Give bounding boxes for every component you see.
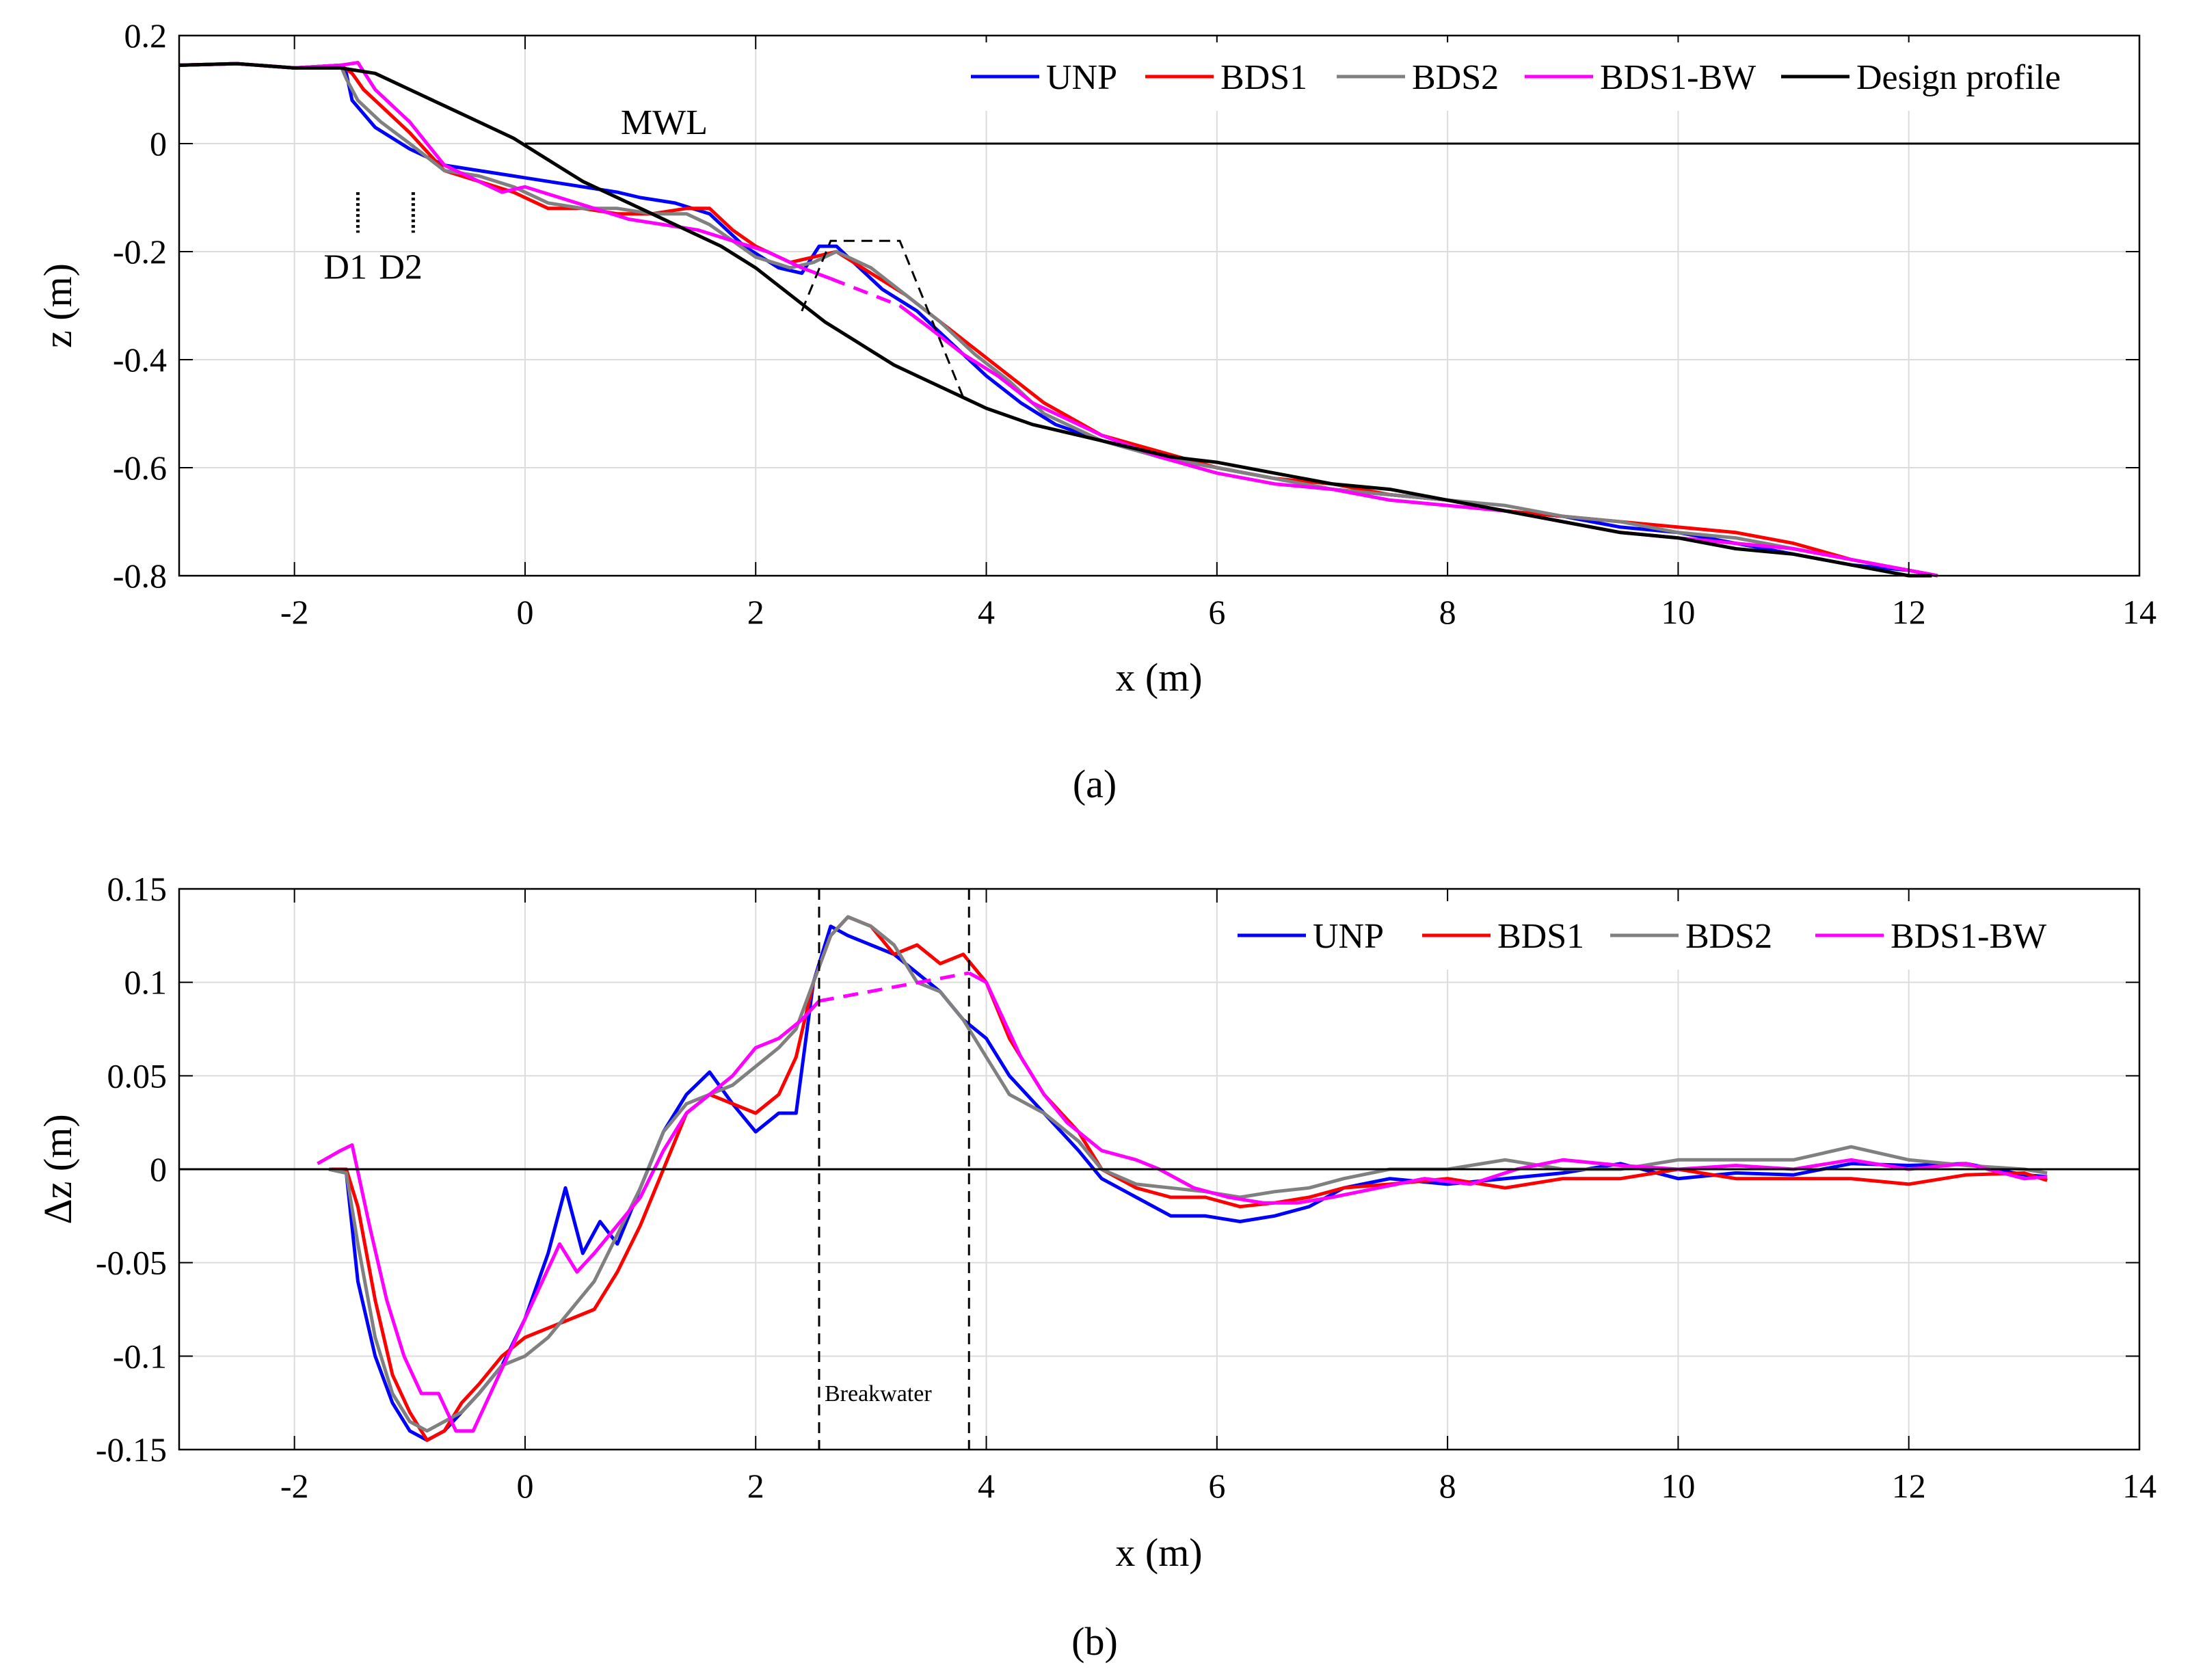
legend-label-unp: UNP [1313, 917, 1384, 956]
x-tick-label: 4 [978, 1467, 995, 1505]
legend-label-bds1: BDS1 [1497, 917, 1584, 956]
panel-a-ylabel: z (m) [36, 263, 80, 348]
x-tick-label: -2 [280, 593, 309, 631]
series-bds2-line [328, 915, 2048, 1433]
x-tick-label: 8 [1439, 1467, 1456, 1505]
x-tick-label: 0 [516, 593, 533, 631]
panel-a-legend: UNP BDS1 BDS2 BDS1-BW Design profile [964, 42, 2120, 111]
mwl-label: MWL [621, 103, 708, 142]
y-tick-label: -0.1 [113, 1337, 167, 1375]
gauge-d1-label: D1 [323, 248, 367, 287]
x-tick-label: 0 [516, 1467, 533, 1505]
legend-label-bds1-bw: BDS1-BW [1600, 58, 1756, 97]
breakwater-outline [801, 239, 965, 398]
panel-b-caption: (b) [1071, 1619, 1118, 1664]
panel-b-series [317, 915, 2048, 1442]
y-tick-label: -0.2 [113, 232, 167, 271]
series-bds1-line [329, 915, 2048, 1442]
y-tick-label: 0.2 [124, 16, 168, 55]
x-tick-label: 12 [1892, 593, 1926, 631]
x-tick-label: 4 [978, 593, 995, 631]
panel-b-legend: UNP BDS1 BDS2 BDS1-BW [1224, 901, 2116, 970]
x-tick-label: 8 [1439, 593, 1456, 631]
panel-b: Breakwater -2 0 2 4 6 8 10 12 14 0.15 0.1 0.05 0 -0.0… [36, 870, 2156, 1664]
panel-a-ticks: -2 0 2 4 6 8 10 12 14 0.2 0 -0.2 -0.4 -0.6 -0.8 [113, 16, 2156, 631]
x-tick-label: 14 [2122, 1467, 2156, 1505]
y-tick-label: -0.6 [113, 449, 167, 487]
x-tick-label: 10 [1661, 1467, 1695, 1505]
y-tick-label: 0.1 [124, 963, 168, 1002]
panel-a: MWL D1 D2 -2 0 2 4 6 8 10 12 14 0.2 0 -0.2 -0.4 -0.6 -0.… [36, 16, 2156, 806]
x-tick-label: 14 [2122, 593, 2156, 631]
panel-b-ticks: -2 0 2 4 6 8 10 12 14 0.15 0.1 0.05 0 -0.05 -0.1 -0.15 [96, 870, 2156, 1505]
x-tick-label: 6 [1208, 593, 1225, 631]
panel-a-series [178, 61, 1938, 578]
series-bds2-line [178, 62, 1938, 578]
series-bds1-bw-dashed-line [818, 971, 970, 1003]
y-tick-label: -0.8 [113, 557, 167, 595]
y-tick-label: -0.15 [96, 1430, 167, 1469]
x-tick-label: 6 [1208, 1467, 1225, 1505]
breakwater-label: Breakwater [825, 1381, 932, 1406]
legend-label-bds1: BDS1 [1220, 58, 1307, 97]
series-design-profile-line [178, 62, 1932, 578]
panel-b-ylabel: Δz (m) [36, 1114, 80, 1224]
legend-label-unp: UNP [1046, 58, 1117, 97]
panel-a-annotations: MWL D1 D2 [323, 103, 2139, 398]
y-tick-label: -0.05 [96, 1244, 167, 1282]
series-bds1-bw-line [317, 1000, 820, 1433]
panel-b-xlabel: x (m) [1115, 1530, 1202, 1575]
legend-label-bds1-bw: BDS1-BW [1891, 917, 2046, 956]
y-tick-label: 0.05 [107, 1056, 168, 1095]
legend-label-design-profile: Design profile [1856, 58, 2061, 97]
panel-a-xlabel: x (m) [1115, 655, 1202, 699]
gauge-d2-label: D2 [379, 248, 423, 287]
series-bds1-bw-line [178, 61, 831, 280]
x-tick-label: 12 [1892, 1467, 1926, 1505]
x-tick-label: 2 [747, 593, 764, 631]
legend-label-bds2: BDS2 [1412, 58, 1499, 97]
x-tick-label: 10 [1661, 593, 1695, 631]
y-tick-label: 0 [150, 1150, 167, 1188]
x-tick-label: -2 [280, 1467, 309, 1505]
legend-label-bds2: BDS2 [1685, 917, 1772, 956]
series-bds1-bw-line-end [968, 971, 2048, 1205]
x-tick-label: 2 [747, 1467, 764, 1505]
panel-a-caption: (a) [1073, 762, 1117, 806]
y-tick-label: 0.15 [107, 870, 168, 908]
y-tick-label: -0.4 [113, 341, 167, 379]
panel-b-annotations: Breakwater [179, 889, 2139, 1450]
series-bds1-bw-line-end [898, 304, 1938, 578]
y-tick-label: 0 [150, 124, 167, 163]
series-bds1-bw-dashed-line [829, 277, 900, 308]
panel-a-axes-box [178, 34, 2141, 577]
